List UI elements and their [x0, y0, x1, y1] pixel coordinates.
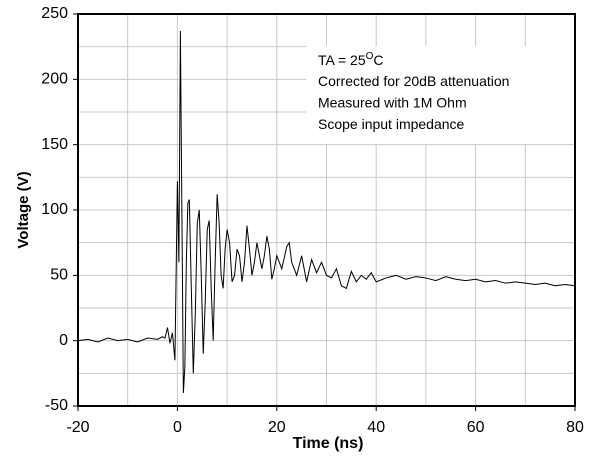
x-tick-label: 60 — [467, 419, 485, 436]
y-tick-label: 0 — [59, 332, 68, 349]
y-tick-label: 50 — [50, 267, 68, 284]
annotation-part: TA = 25 — [318, 52, 366, 68]
y-tick-label: 250 — [41, 5, 68, 22]
annotation-box — [306, 46, 574, 144]
x-tick-label: 80 — [566, 419, 584, 436]
y-tick-label: -50 — [45, 397, 68, 414]
x-tick-label: -20 — [66, 419, 89, 436]
y-tick-label: 150 — [41, 136, 68, 153]
x-axis-label: Time (ns) — [293, 435, 364, 452]
annotation-part: O — [366, 51, 374, 62]
annotation: Corrected for 20dB attenuation — [318, 73, 509, 89]
x-tick-label: 40 — [367, 419, 385, 436]
data-line — [77, 30, 576, 393]
annotation: Scope input impedance — [318, 116, 465, 132]
annotation: TA = 25OC — [318, 51, 384, 68]
y-tick-label: 200 — [41, 71, 68, 88]
x-tick-label: 0 — [173, 419, 182, 436]
y-tick-label: 100 — [41, 201, 68, 218]
plot-frame — [77, 13, 576, 407]
x-tick-label: 20 — [268, 419, 286, 436]
y-axis-label: Voltage (V) — [15, 171, 32, 248]
annotation-part: C — [373, 52, 383, 68]
annotation: Measured with 1M Ohm — [318, 95, 467, 111]
